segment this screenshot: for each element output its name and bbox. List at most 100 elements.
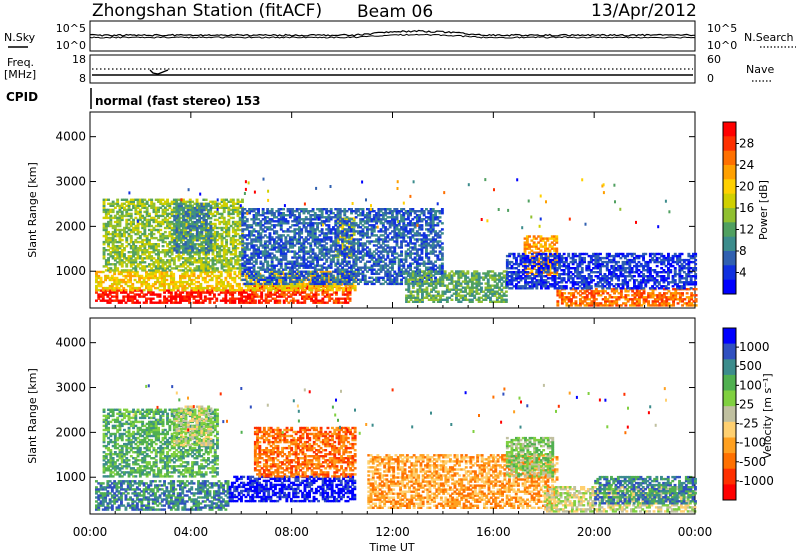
data-cell bbox=[241, 210, 245, 213]
data-cell bbox=[134, 224, 138, 228]
data-cell bbox=[384, 262, 388, 265]
data-cell bbox=[393, 256, 397, 259]
data-cell bbox=[190, 280, 194, 284]
data-cell bbox=[402, 236, 406, 239]
data-cell bbox=[263, 240, 267, 243]
data-cell bbox=[245, 226, 249, 229]
data-cell bbox=[295, 262, 299, 265]
data-cell bbox=[318, 256, 322, 259]
data-cell bbox=[201, 291, 205, 294]
data-cell bbox=[148, 251, 151, 254]
data-cell bbox=[211, 259, 215, 262]
data-cell bbox=[180, 206, 183, 210]
data-cell bbox=[200, 231, 204, 234]
data-cell bbox=[293, 280, 297, 283]
data-cell bbox=[186, 259, 190, 262]
data-cell bbox=[395, 214, 399, 217]
data-cell bbox=[157, 214, 160, 218]
data-cell bbox=[357, 224, 360, 227]
data-cell bbox=[372, 256, 376, 259]
data-cell bbox=[120, 255, 124, 258]
data-cell bbox=[381, 216, 385, 219]
data-cell bbox=[126, 297, 130, 300]
data-cell bbox=[118, 224, 122, 228]
data-cell bbox=[386, 220, 390, 223]
data-cell bbox=[228, 293, 232, 296]
data-cell bbox=[143, 204, 147, 207]
data-cell bbox=[288, 208, 292, 211]
data-cell bbox=[185, 299, 189, 302]
data-cell bbox=[323, 291, 327, 294]
data-cell bbox=[166, 224, 169, 228]
data-cell bbox=[298, 226, 301, 229]
data-cell bbox=[248, 236, 251, 239]
data-cell bbox=[193, 212, 197, 216]
data-cell bbox=[120, 269, 124, 272]
data-cell bbox=[172, 297, 176, 300]
data-cell bbox=[375, 262, 378, 265]
data-cell bbox=[320, 266, 324, 269]
cpid-text: normal (fast stereo) 153 bbox=[95, 94, 261, 108]
data-cell bbox=[242, 299, 246, 302]
data-cell bbox=[186, 231, 190, 234]
data-cell bbox=[213, 240, 217, 244]
data-cell bbox=[254, 274, 258, 277]
data-cell bbox=[174, 299, 178, 302]
data-cell bbox=[347, 208, 351, 211]
data-cell bbox=[320, 238, 324, 241]
data-cell bbox=[116, 245, 120, 248]
data-cell bbox=[211, 243, 215, 246]
data-cell bbox=[123, 230, 126, 234]
data-cell bbox=[243, 260, 247, 263]
data-cell bbox=[117, 270, 121, 274]
nsky-tick-bottom: 10^0 bbox=[56, 39, 86, 52]
data-cell bbox=[225, 224, 228, 228]
data-cell bbox=[350, 230, 353, 233]
data-cell bbox=[150, 251, 154, 254]
data-cell bbox=[318, 248, 322, 251]
data-cell bbox=[225, 259, 228, 262]
data-cell bbox=[346, 297, 350, 300]
data-cell bbox=[334, 270, 338, 273]
data-cell bbox=[243, 278, 247, 281]
data-cell bbox=[195, 208, 199, 212]
data-cell bbox=[404, 228, 408, 231]
data-cell bbox=[257, 214, 260, 217]
data-cell bbox=[343, 222, 347, 225]
data-cell bbox=[204, 267, 208, 270]
data-cell bbox=[122, 289, 126, 292]
data-cell bbox=[295, 242, 299, 245]
data-cell bbox=[169, 276, 173, 280]
data-cell bbox=[357, 266, 360, 269]
data-cell bbox=[200, 223, 204, 226]
data-cell bbox=[226, 299, 230, 302]
data-cell bbox=[284, 240, 288, 243]
data-cell bbox=[200, 261, 204, 264]
data-cell bbox=[113, 230, 117, 234]
data-cell bbox=[350, 228, 353, 231]
data-cell bbox=[227, 263, 231, 266]
data-cell bbox=[129, 269, 133, 272]
data-cell bbox=[345, 246, 349, 249]
data-cell bbox=[298, 301, 302, 304]
data-cell bbox=[238, 272, 241, 276]
data-cell bbox=[113, 214, 117, 218]
data-cell bbox=[397, 258, 401, 261]
data-cell bbox=[188, 243, 192, 246]
data-cell bbox=[158, 282, 162, 286]
data-cell bbox=[218, 247, 222, 250]
data-cell bbox=[227, 232, 231, 236]
data-cell bbox=[400, 268, 403, 271]
data-cell bbox=[107, 267, 110, 270]
data-cell bbox=[302, 242, 306, 245]
data-cell bbox=[338, 282, 342, 286]
data-cell bbox=[184, 214, 188, 218]
data-cell bbox=[177, 219, 181, 222]
data-cell bbox=[163, 251, 167, 254]
data-cell bbox=[197, 212, 201, 216]
data-cell bbox=[322, 208, 326, 211]
data-cell bbox=[191, 225, 195, 228]
data-cell bbox=[347, 276, 351, 279]
data-cell bbox=[200, 263, 204, 266]
data-cell bbox=[393, 260, 397, 263]
